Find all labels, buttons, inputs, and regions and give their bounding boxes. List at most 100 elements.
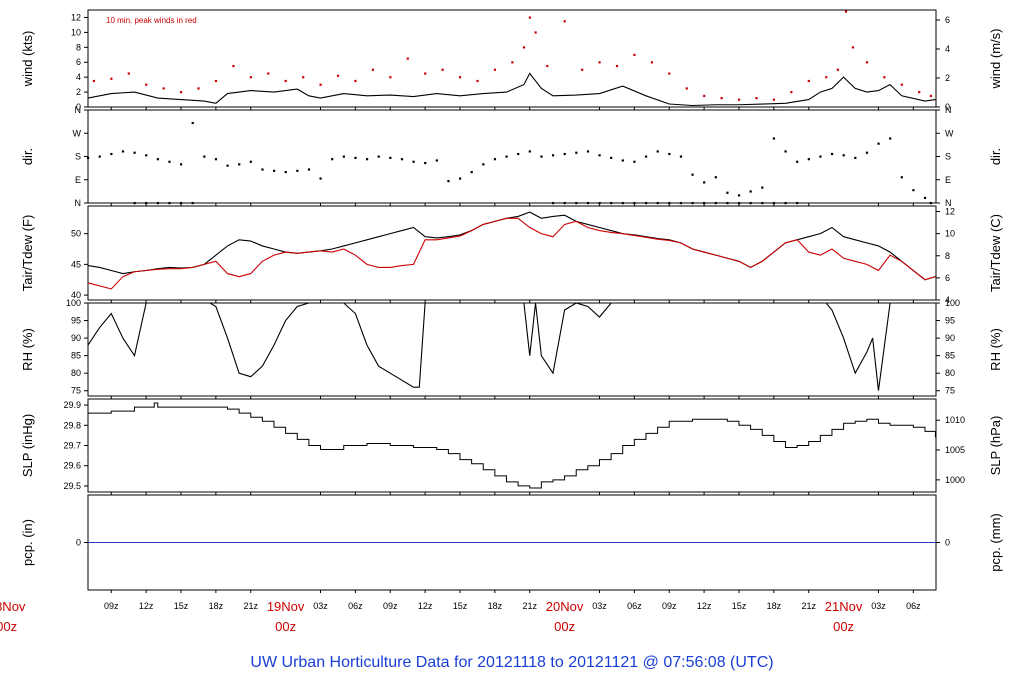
ylabel-right: SLP (hPa)	[988, 416, 1003, 476]
data-point	[737, 202, 741, 205]
data-point	[540, 155, 543, 158]
right-tick-label: 8	[945, 251, 950, 261]
panel-frame	[87, 9, 937, 108]
right-tick-label: 90	[945, 333, 955, 343]
data-point	[923, 196, 927, 200]
data-point	[679, 155, 683, 158]
data-point	[354, 156, 357, 159]
data-point	[691, 173, 694, 176]
left-tick-label: 90	[71, 333, 81, 343]
right-tick-label: 1010	[945, 415, 965, 425]
data-point	[714, 176, 717, 179]
left-tick-label: 40	[71, 290, 81, 300]
right-tick-label: 75	[945, 386, 955, 396]
data-point	[621, 159, 624, 162]
ylabel-right: wind (m/s)	[988, 29, 1003, 90]
data-point	[836, 68, 839, 71]
left-tick-label: 80	[71, 368, 81, 378]
time-tick-label: 15z	[174, 601, 189, 611]
day-label: 18Nov	[0, 599, 26, 614]
panel-annotation: 10 min. peak winds in red	[106, 16, 197, 25]
data-point	[389, 156, 392, 159]
data-point	[284, 79, 287, 83]
time-tick-label: 18z	[767, 601, 782, 611]
data-point	[772, 202, 776, 205]
data-point	[447, 180, 450, 183]
series-10-min-peak-winds	[92, 10, 932, 101]
series-tair	[87, 211, 936, 281]
series-line	[87, 211, 936, 281]
data-point	[528, 16, 531, 19]
data-point	[679, 202, 683, 205]
right-tick-label: 6	[945, 15, 950, 25]
day-label: 21Nov	[825, 599, 863, 614]
time-tick-label: 03z	[871, 601, 886, 611]
data-point	[133, 202, 136, 205]
ylabel-right: dir.	[988, 148, 1003, 165]
right-tick-label: 95	[945, 316, 955, 326]
data-point	[877, 142, 880, 145]
data-point	[918, 91, 921, 94]
left-tick-label: 0	[76, 102, 81, 112]
data-point	[98, 155, 101, 158]
right-tick-label: 4	[945, 44, 950, 54]
day-hour-label: 00z	[275, 619, 296, 634]
data-point	[912, 189, 915, 192]
panels-layer: 0 2 4 6 8 10 12 0 2 4 6 wind (kts) wind (m/s) 10 min.…	[20, 9, 1003, 593]
data-point	[598, 61, 601, 64]
time-tick-label: 15z	[453, 601, 468, 611]
panel-rh: 75 80 85 90 95 100 75 80 85 90 95 100 RH (%) RH (%)	[20, 298, 1003, 399]
data-point	[197, 87, 200, 90]
data-point	[377, 155, 380, 158]
data-point	[929, 202, 932, 205]
data-point	[179, 163, 183, 166]
right-tick-label: 1000	[945, 475, 965, 485]
data-point	[528, 150, 531, 153]
right-tick-label: 85	[945, 351, 955, 361]
data-point	[458, 76, 462, 79]
data-point	[772, 98, 776, 101]
ylabel-left: pcp. (in)	[20, 519, 35, 566]
left-tick-label: 29.7	[63, 441, 81, 451]
data-point	[668, 152, 671, 156]
data-point	[784, 150, 787, 153]
data-point	[168, 160, 171, 163]
ylabel-left: RH (%)	[20, 328, 35, 371]
data-point	[784, 202, 787, 205]
right-tick-label: E	[945, 175, 951, 185]
time-tick-label: 06z	[348, 601, 363, 611]
left-tick-label: 29.8	[63, 420, 81, 430]
data-point	[319, 83, 322, 86]
data-point	[476, 79, 479, 83]
left-tick-label: 0	[76, 538, 81, 548]
data-point	[145, 154, 148, 157]
data-point	[842, 154, 845, 157]
time-tick-label: 06z	[627, 601, 642, 611]
data-point	[522, 46, 526, 49]
data-point	[249, 160, 252, 163]
data-point	[302, 76, 305, 79]
data-point	[644, 202, 648, 205]
data-point	[127, 72, 130, 75]
right-tick-label: 12	[945, 207, 955, 217]
data-point	[796, 202, 799, 205]
data-point	[435, 159, 438, 162]
data-point	[517, 152, 520, 156]
data-point	[598, 202, 601, 205]
right-tick-label: 80	[945, 368, 955, 378]
data-point	[179, 202, 183, 205]
data-point	[482, 163, 485, 166]
data-point	[214, 158, 218, 161]
data-point	[145, 202, 148, 205]
data-point	[203, 155, 206, 158]
data-point	[191, 202, 194, 205]
data-point	[534, 31, 537, 34]
data-point	[883, 76, 886, 79]
left-tick-label: 2	[76, 87, 81, 97]
time-tick-label: 21z	[243, 601, 258, 611]
data-point	[615, 64, 619, 68]
data-point	[493, 158, 497, 161]
data-point	[749, 202, 752, 205]
time-tick-label: 09z	[104, 601, 119, 611]
